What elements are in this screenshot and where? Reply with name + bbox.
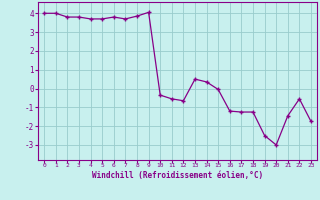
X-axis label: Windchill (Refroidissement éolien,°C): Windchill (Refroidissement éolien,°C) [92,171,263,180]
